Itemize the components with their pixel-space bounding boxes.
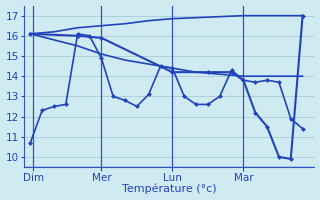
X-axis label: Température (°c): Température (°c) bbox=[122, 184, 217, 194]
